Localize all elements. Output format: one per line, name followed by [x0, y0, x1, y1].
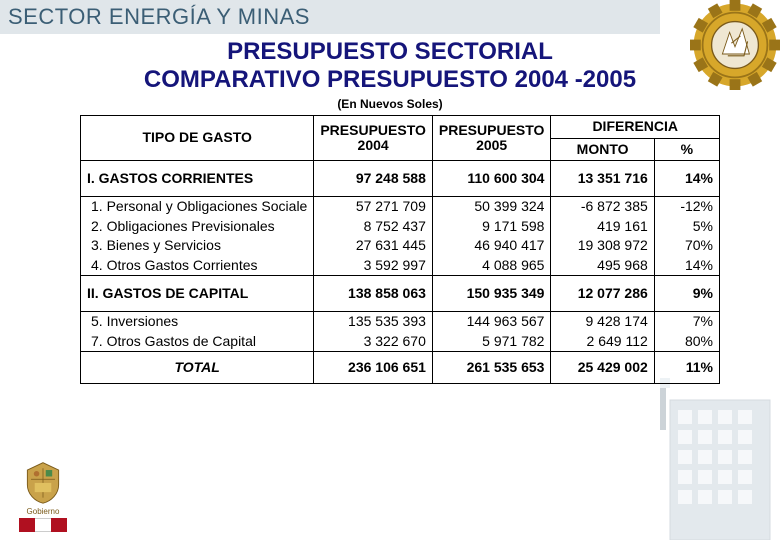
title-line-1: PRESUPUESTO SECTORIAL — [0, 38, 780, 66]
th-monto: MONTO — [551, 138, 654, 160]
cell-total-pct: 11% — [654, 352, 719, 384]
gov-label: Gobierno — [8, 507, 78, 516]
table-row: 4. Otros Gastos Corrientes 3 592 997 4 0… — [81, 256, 720, 276]
cell-2004: 138 858 063 — [314, 275, 433, 311]
cell-2005: 4 088 965 — [432, 256, 551, 276]
table-row: 5. Inversiones 135 535 393 144 963 567 9… — [81, 312, 720, 332]
sector-header: SECTOR ENERGÍA Y MINAS — [0, 0, 660, 34]
title-line-2: COMPARATIVO PRESUPUESTO 2004 -2005 — [0, 66, 780, 94]
cell-2005: 46 940 417 — [432, 236, 551, 255]
cell-label: II. GASTOS DE CAPITAL — [81, 275, 314, 311]
cell-pct: 14% — [654, 256, 719, 276]
building-background-icon — [660, 370, 780, 540]
cell-total-monto: 25 429 002 — [551, 352, 654, 384]
cell-2005: 150 935 349 — [432, 275, 551, 311]
cell-2004: 3 322 670 — [314, 332, 433, 352]
cell-2005: 5 971 782 — [432, 332, 551, 352]
table-total-row: TOTAL 236 106 651 261 535 653 25 429 002… — [81, 352, 720, 384]
cell-pct: 70% — [654, 236, 719, 255]
th-tipo: TIPO DE GASTO — [81, 116, 314, 161]
th-2005: PRESUPUESTO 2005 — [432, 116, 551, 161]
cell-monto: 13 351 716 — [551, 160, 654, 196]
cell-monto: 12 077 286 — [551, 275, 654, 311]
cell-pct: 7% — [654, 312, 719, 332]
sector-title: SECTOR ENERGÍA Y MINAS — [8, 4, 310, 29]
page-title: PRESUPUESTO SECTORIAL COMPARATIVO PRESUP… — [0, 38, 780, 93]
th-2004: PRESUPUESTO 2004 — [314, 116, 433, 161]
cell-monto: -6 872 385 — [551, 197, 654, 217]
cell-pct: 14% — [654, 160, 719, 196]
peru-flag-icon — [19, 518, 67, 532]
cell-2004: 8 752 437 — [314, 217, 433, 236]
cell-pct: 80% — [654, 332, 719, 352]
table-body: I. GASTOS CORRIENTES 97 248 588 110 600 … — [81, 160, 720, 384]
cell-label: I. GASTOS CORRIENTES — [81, 160, 314, 196]
cell-2005: 9 171 598 — [432, 217, 551, 236]
ministry-emblem-icon — [690, 0, 780, 90]
cell-monto: 19 308 972 — [551, 236, 654, 255]
cell-monto: 9 428 174 — [551, 312, 654, 332]
cell-monto: 419 161 — [551, 217, 654, 236]
cell-2004: 27 631 445 — [314, 236, 433, 255]
table-row: 7. Otros Gastos de Capital 3 322 670 5 9… — [81, 332, 720, 352]
table-row: I. GASTOS CORRIENTES 97 248 588 110 600 … — [81, 160, 720, 196]
cell-2004: 135 535 393 — [314, 312, 433, 332]
cell-label: 5. Inversiones — [81, 312, 314, 332]
cell-label: 4. Otros Gastos Corrientes — [81, 256, 314, 276]
cell-total-2004: 236 106 651 — [314, 352, 433, 384]
cell-total-2005: 261 535 653 — [432, 352, 551, 384]
cell-pct: 5% — [654, 217, 719, 236]
cell-label: 7. Otros Gastos de Capital — [81, 332, 314, 352]
cell-2004: 57 271 709 — [314, 197, 433, 217]
cell-2005: 50 399 324 — [432, 197, 551, 217]
cell-label: 3. Bienes y Servicios — [81, 236, 314, 255]
table-row: 1. Personal y Obligaciones Sociale 57 27… — [81, 197, 720, 217]
budget-table: TIPO DE GASTO PRESUPUESTO 2004 PRESUPUES… — [80, 115, 720, 384]
table-row: 3. Bienes y Servicios 27 631 445 46 940 … — [81, 236, 720, 255]
subtitle: (En Nuevos Soles) — [0, 97, 780, 111]
th-pct: % — [654, 138, 719, 160]
cell-total-label: TOTAL — [81, 352, 314, 384]
table-row: 2. Obligaciones Previsionales 8 752 437 … — [81, 217, 720, 236]
cell-2004: 97 248 588 — [314, 160, 433, 196]
cell-2005: 110 600 304 — [432, 160, 551, 196]
coat-of-arms-icon — [20, 459, 66, 505]
cell-label: 2. Obligaciones Previsionales — [81, 217, 314, 236]
table-row: II. GASTOS DE CAPITAL 138 858 063 150 93… — [81, 275, 720, 311]
cell-label: 1. Personal y Obligaciones Sociale — [81, 197, 314, 217]
budget-table-container: TIPO DE GASTO PRESUPUESTO 2004 PRESUPUES… — [80, 115, 720, 384]
cell-monto: 495 968 — [551, 256, 654, 276]
cell-2005: 144 963 567 — [432, 312, 551, 332]
cell-pct: -12% — [654, 197, 719, 217]
cell-pct: 9% — [654, 275, 719, 311]
cell-2004: 3 592 997 — [314, 256, 433, 276]
cell-monto: 2 649 112 — [551, 332, 654, 352]
th-diff: DIFERENCIA — [551, 116, 720, 138]
government-logo: Gobierno — [8, 459, 78, 532]
